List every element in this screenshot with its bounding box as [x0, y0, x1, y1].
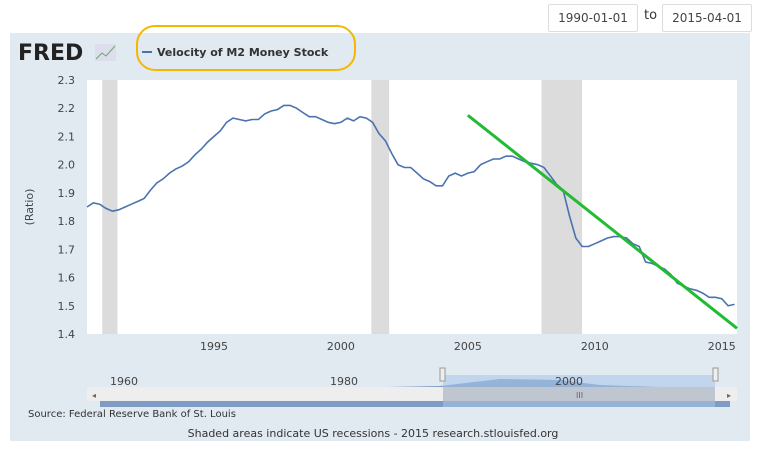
y-axis-label: (Ratio): [23, 189, 36, 226]
fred-logo-icon: [95, 44, 116, 61]
y-tick-label: 2.3: [58, 74, 76, 87]
y-tick-label: 1.9: [58, 187, 76, 200]
x-tick-label: 2015: [708, 340, 736, 353]
highlight-ellipse: [136, 25, 356, 71]
plot-area: [87, 80, 737, 334]
x-tick-label: 2010: [581, 340, 609, 353]
footer-text: Shaded areas indicate US recessions - 20…: [188, 427, 559, 440]
scrollbar-thumb[interactable]: [443, 387, 715, 401]
y-tick-label: 1.8: [58, 215, 76, 228]
x-tick-label: 1995: [200, 340, 228, 353]
scrollbar-grip: III: [576, 391, 583, 400]
nav-handle-left[interactable]: [439, 367, 446, 382]
nav-label: 1980: [330, 375, 358, 388]
nav-label: 2000: [555, 375, 583, 388]
y-tick-label: 1.4: [58, 328, 76, 341]
scroll-left-icon[interactable]: ◂: [92, 391, 96, 400]
to-label: to: [644, 8, 658, 23]
fred-logo: FRED: [18, 41, 83, 66]
x-tick-label: 2005: [454, 340, 482, 353]
nav-label: 1960: [110, 375, 138, 388]
scroll-right-icon[interactable]: ▸: [727, 391, 731, 400]
series-line: [86, 104, 735, 307]
y-tick-label: 1.5: [58, 300, 76, 313]
recession-band: [541, 80, 583, 334]
recession-band: [371, 80, 390, 334]
legend-label[interactable]: Velocity of M2 Money Stock: [157, 46, 329, 59]
y-tick-label: 2.0: [58, 159, 76, 172]
nav-handle-right[interactable]: [712, 367, 719, 382]
y-tick-label: 1.7: [58, 243, 76, 256]
start-date-input[interactable]: 1990-01-01: [548, 4, 638, 32]
y-tick-label: 2.1: [58, 130, 76, 143]
x-tick-label: 2000: [327, 340, 355, 353]
end-date-input[interactable]: 2015-04-01: [662, 4, 752, 32]
source-text: Source: Federal Reserve Bank of St. Loui…: [28, 409, 236, 420]
y-tick-label: 1.6: [58, 272, 76, 285]
recession-band: [102, 80, 118, 334]
y-tick-label: 2.2: [58, 102, 76, 115]
trend-line: [466, 114, 738, 330]
